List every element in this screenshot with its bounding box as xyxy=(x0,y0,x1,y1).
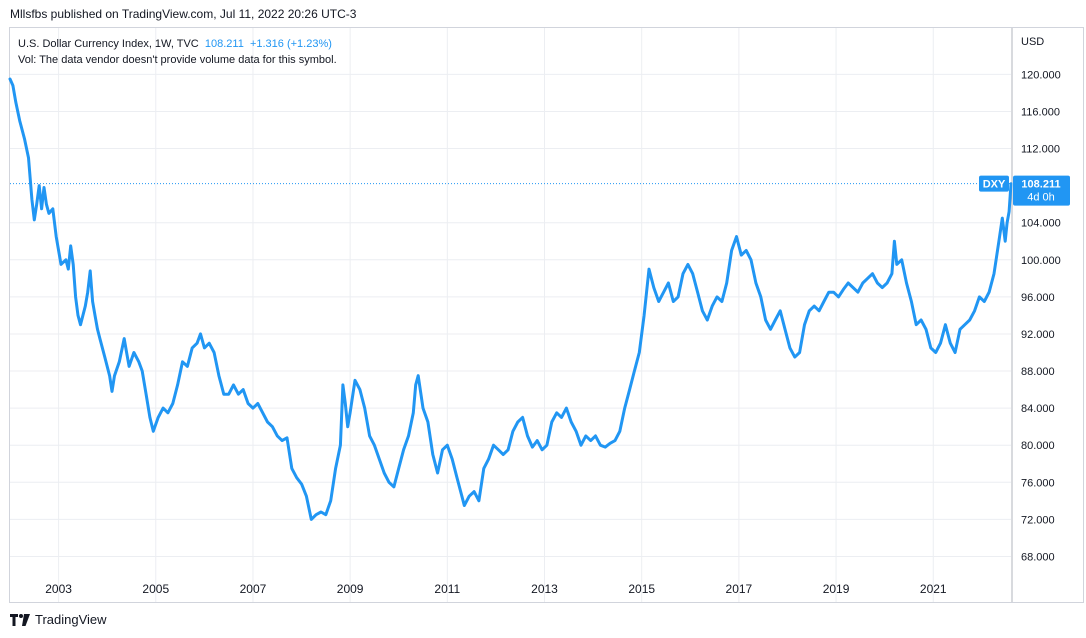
legend-last-value: 108.211 xyxy=(204,38,244,50)
x-tick-label: 2019 xyxy=(823,582,850,596)
y-tick-label: 120.000 xyxy=(1021,69,1061,81)
chart-frame xyxy=(9,27,1084,603)
legend-volume-note: Vol: The data vendor doesn't provide vol… xyxy=(18,54,337,66)
x-tick-label: 2009 xyxy=(337,582,364,596)
x-tick-label: 2011 xyxy=(434,582,460,596)
y-tick-label: 76.000 xyxy=(1021,477,1055,489)
publish-line: Mllsfbs published on TradingView.com, Ju… xyxy=(10,7,357,21)
y-tick-label: 84.000 xyxy=(1021,403,1055,415)
legend-symbol-row: U.S. Dollar Currency Index, 1W, TVC 108.… xyxy=(18,36,337,52)
legend: U.S. Dollar Currency Index, 1W, TVC 108.… xyxy=(18,36,337,68)
y-tick-label: 104.000 xyxy=(1021,218,1061,230)
legend-change: +1.316 (+1.23%) xyxy=(249,38,332,50)
footer: TradingView xyxy=(10,612,107,627)
y-tick-label: 96.000 xyxy=(1021,292,1055,304)
y-tick-label: 80.000 xyxy=(1021,440,1055,452)
x-tick-label: 2017 xyxy=(726,582,753,596)
y-tick-label: 112.000 xyxy=(1021,144,1060,156)
tradingview-logo-icon xyxy=(10,613,30,626)
y-tick-label: 92.000 xyxy=(1021,329,1055,341)
x-tick-label: 2013 xyxy=(531,582,558,596)
y-tick-label: 68.000 xyxy=(1021,551,1055,563)
x-tick-label: 2007 xyxy=(240,582,267,596)
dxy-series-line xyxy=(8,77,1013,521)
y-tick-label: 116.000 xyxy=(1021,106,1060,118)
price-tag-countdown: 4d 0h xyxy=(1027,192,1055,204)
y-tick-label: 72.000 xyxy=(1021,514,1055,526)
currency-label: USD xyxy=(1021,36,1044,48)
symbol-tag-label: DXY xyxy=(983,179,1006,191)
x-tick-label: 2005 xyxy=(142,582,169,596)
x-tick-label: 2003 xyxy=(45,582,72,596)
price-tag xyxy=(1013,175,1070,206)
x-tick-label: 2021 xyxy=(920,582,947,596)
price-tag-value: 108.211 xyxy=(1021,179,1060,191)
y-tick-label: 100.000 xyxy=(1021,255,1061,267)
y-tick-label: 88.000 xyxy=(1021,366,1055,378)
legend-symbol[interactable]: U.S. Dollar Currency Index, 1W, TVC xyxy=(18,38,199,50)
symbol-tag xyxy=(979,175,1009,192)
x-tick-label: 2015 xyxy=(628,582,655,596)
footer-brand[interactable]: TradingView xyxy=(35,612,107,627)
